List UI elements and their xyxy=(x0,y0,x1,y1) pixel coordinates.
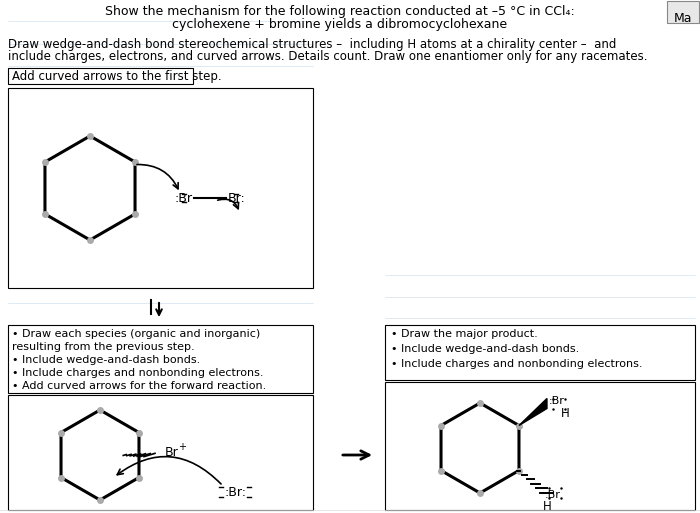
Text: +: + xyxy=(178,442,186,452)
Text: resulting from the previous step.: resulting from the previous step. xyxy=(12,342,195,352)
Text: H: H xyxy=(543,500,552,513)
Bar xyxy=(385,325,695,380)
Bar xyxy=(8,88,313,288)
Point xyxy=(39,158,50,166)
Text: cyclohexene + bromine yields a dibromocyclohexane: cyclohexene + bromine yields a dibromocy… xyxy=(172,18,508,31)
Point xyxy=(475,489,486,497)
Text: Draw wedge-and-dash bond stereochemical structures –  including H atoms at a chi: Draw wedge-and-dash bond stereochemical … xyxy=(8,38,617,51)
Text: • Add curved arrows for the forward reaction.: • Add curved arrows for the forward reac… xyxy=(12,381,266,391)
Point xyxy=(39,210,50,218)
Bar xyxy=(8,395,313,510)
Text: • Draw each species (organic and inorganic): • Draw each species (organic and inorgan… xyxy=(12,329,260,339)
Point xyxy=(435,421,447,429)
Point xyxy=(55,428,66,437)
Text: include charges, electrons, and curved arrows. Details count. Draw one enantiome: include charges, electrons, and curved a… xyxy=(8,50,648,63)
Point xyxy=(94,496,106,504)
Bar xyxy=(385,382,695,510)
Text: Br: Br xyxy=(165,446,178,460)
Text: • Draw the major product.: • Draw the major product. xyxy=(391,329,538,339)
Point xyxy=(85,236,96,244)
Text: • Include wedge-and-dash bonds.: • Include wedge-and-dash bonds. xyxy=(12,355,200,365)
Point xyxy=(435,466,447,475)
Bar xyxy=(8,325,313,393)
Point xyxy=(130,210,141,218)
Point xyxy=(134,428,145,437)
Text: Show the mechanism for the following reaction conducted at –5 °C in CCl₄:: Show the mechanism for the following rea… xyxy=(105,5,575,18)
Text: Ma: Ma xyxy=(673,12,692,25)
Point xyxy=(130,158,141,166)
Point xyxy=(85,132,96,140)
Text: :Br: :Br xyxy=(174,191,192,205)
Text: :Br: :Br xyxy=(549,397,565,406)
Point xyxy=(94,406,106,414)
Point xyxy=(475,399,486,407)
Point xyxy=(513,466,524,475)
Text: Br:: Br: xyxy=(228,191,246,205)
Text: • Include charges and nonbonding electrons.: • Include charges and nonbonding electro… xyxy=(12,368,263,378)
Polygon shape xyxy=(519,399,547,425)
Text: • Include charges and nonbonding electrons.: • Include charges and nonbonding electro… xyxy=(391,359,643,369)
Point xyxy=(513,421,524,429)
Text: • Include wedge-and-dash bonds.: • Include wedge-and-dash bonds. xyxy=(391,344,580,354)
Text: Add curved arrows to the first step.: Add curved arrows to the first step. xyxy=(12,70,222,83)
Point xyxy=(134,473,145,482)
Text: :Br:: :Br: xyxy=(224,485,246,499)
FancyBboxPatch shape xyxy=(667,1,699,23)
Point xyxy=(55,473,66,482)
Text: H: H xyxy=(561,407,570,420)
Bar xyxy=(8,68,193,84)
Text: :Br: :Br xyxy=(545,489,561,500)
